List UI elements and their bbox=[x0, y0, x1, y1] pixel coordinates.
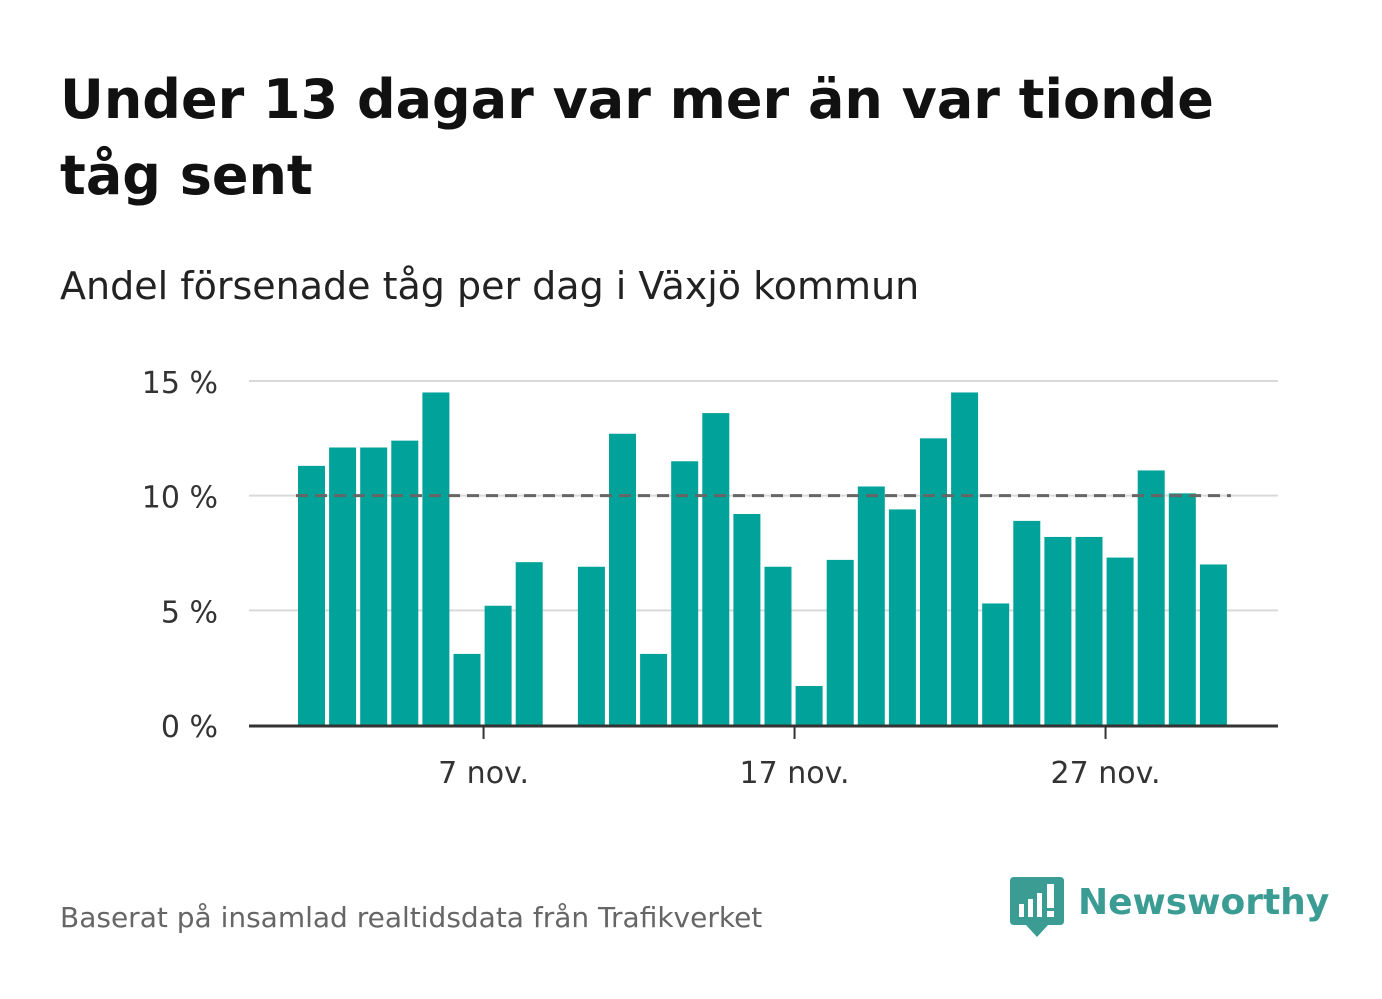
bar-4-nov[interactable] bbox=[391, 440, 419, 725]
brand-name: Newsworthy bbox=[1078, 882, 1330, 923]
bar-16-nov[interactable] bbox=[764, 566, 792, 725]
bar-20-nov[interactable] bbox=[888, 509, 916, 725]
x-tick-label: 27 nov. bbox=[1051, 756, 1161, 791]
y-tick-label: 15 % bbox=[142, 366, 218, 401]
x-tick-label: 7 nov. bbox=[438, 756, 529, 791]
bar-30-nov[interactable] bbox=[1199, 564, 1227, 725]
bar-11-nov[interactable] bbox=[609, 433, 636, 725]
chart-title: Under 13 dagar var mer än var tionde tåg… bbox=[60, 68, 1214, 207]
brand-logo[interactable]: Newsworthy bbox=[1010, 877, 1329, 941]
bar-25-nov[interactable] bbox=[1044, 536, 1072, 725]
y-tick-label: 5 % bbox=[161, 595, 218, 630]
bar-15-nov[interactable] bbox=[733, 514, 761, 725]
bar-2-nov[interactable] bbox=[329, 447, 357, 725]
bar-14-nov[interactable] bbox=[702, 413, 730, 725]
axes: 0 % 5 % 10 % 15 % 7 nov. 17 nov. 27 nov. bbox=[142, 366, 1278, 791]
newsworthy-logo-icon bbox=[1010, 877, 1064, 937]
bar-21-nov[interactable] bbox=[920, 438, 947, 725]
bar-12-nov[interactable] bbox=[640, 653, 668, 725]
bar-8-nov[interactable] bbox=[515, 562, 543, 725]
bar-5-nov[interactable] bbox=[422, 392, 450, 725]
bar-1-nov[interactable] bbox=[298, 465, 325, 725]
bar-6-nov[interactable] bbox=[453, 653, 481, 725]
bar-28-nov[interactable] bbox=[1137, 470, 1165, 725]
bar-13-nov[interactable] bbox=[671, 461, 699, 725]
y-tick-label: 0 % bbox=[161, 710, 218, 745]
bar-7-nov[interactable] bbox=[484, 605, 512, 725]
bar-19-nov[interactable] bbox=[857, 486, 885, 725]
y-tick-label: 10 % bbox=[142, 481, 218, 516]
bar-23-nov[interactable] bbox=[982, 603, 1010, 725]
x-tick-label: 17 nov. bbox=[740, 756, 850, 791]
bar-chart: 0 % 5 % 10 % 15 % 7 nov. 17 nov. 27 nov. bbox=[142, 366, 1278, 791]
bar-17-nov[interactable] bbox=[795, 686, 823, 725]
bar-29-nov[interactable] bbox=[1168, 493, 1196, 725]
bar-22-nov[interactable] bbox=[951, 392, 979, 725]
bars bbox=[298, 392, 1227, 725]
source-note: Baserat på insamlad realtidsdata från Tr… bbox=[60, 901, 763, 934]
bar-26-nov[interactable] bbox=[1075, 536, 1103, 725]
bar-3-nov[interactable] bbox=[360, 447, 388, 725]
bar-18-nov[interactable] bbox=[826, 559, 854, 725]
bar-27-nov[interactable] bbox=[1106, 557, 1134, 725]
chart-subtitle: Andel försenade tåg per dag i Växjö komm… bbox=[60, 264, 920, 308]
bar-10-nov[interactable] bbox=[577, 566, 605, 725]
bar-24-nov[interactable] bbox=[1013, 520, 1041, 725]
